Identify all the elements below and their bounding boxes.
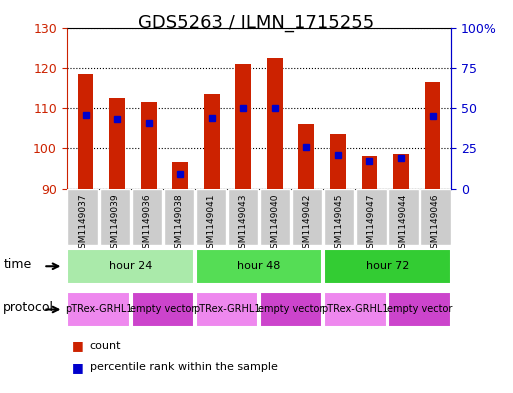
Text: empty vector: empty vector (259, 305, 324, 314)
Bar (299, 124, 314, 189)
FancyBboxPatch shape (356, 189, 387, 245)
Text: GSM1149046: GSM1149046 (431, 193, 440, 254)
FancyBboxPatch shape (260, 189, 290, 245)
Bar (393, 154, 409, 189)
FancyBboxPatch shape (228, 189, 258, 245)
FancyBboxPatch shape (67, 249, 194, 284)
FancyBboxPatch shape (260, 292, 322, 327)
Text: GSM1149047: GSM1149047 (367, 193, 376, 254)
Text: GSM1149042: GSM1149042 (303, 193, 312, 253)
Bar (204, 94, 220, 189)
Bar (267, 58, 283, 189)
Text: hour 48: hour 48 (238, 261, 281, 271)
FancyBboxPatch shape (67, 292, 130, 327)
Text: hour 72: hour 72 (366, 261, 409, 271)
Text: ■: ■ (72, 339, 84, 353)
FancyBboxPatch shape (420, 189, 450, 245)
Text: pTRex-GRHL1: pTRex-GRHL1 (65, 305, 132, 314)
Text: GSM1149038: GSM1149038 (174, 193, 184, 254)
FancyBboxPatch shape (324, 292, 386, 327)
FancyBboxPatch shape (195, 292, 258, 327)
Text: ■: ■ (72, 361, 84, 374)
Bar (109, 98, 125, 189)
FancyBboxPatch shape (100, 189, 130, 245)
Bar (235, 64, 251, 189)
Bar (425, 82, 440, 189)
Text: GSM1149045: GSM1149045 (334, 193, 344, 254)
FancyBboxPatch shape (195, 189, 226, 245)
Bar (330, 134, 346, 189)
Text: percentile rank within the sample: percentile rank within the sample (90, 362, 278, 373)
Text: pTRex-GRHL1: pTRex-GRHL1 (322, 305, 389, 314)
FancyBboxPatch shape (292, 189, 323, 245)
Bar (362, 156, 378, 189)
Text: empty vector: empty vector (387, 305, 452, 314)
FancyBboxPatch shape (324, 189, 354, 245)
Text: GSM1149036: GSM1149036 (142, 193, 151, 254)
Text: hour 24: hour 24 (109, 261, 152, 271)
FancyBboxPatch shape (388, 189, 419, 245)
Text: GSM1149037: GSM1149037 (78, 193, 87, 254)
FancyBboxPatch shape (131, 292, 194, 327)
Text: GDS5263 / ILMN_1715255: GDS5263 / ILMN_1715255 (139, 14, 374, 32)
Bar (78, 74, 93, 189)
Text: empty vector: empty vector (130, 305, 195, 314)
Text: count: count (90, 341, 121, 351)
FancyBboxPatch shape (324, 249, 450, 284)
Text: GSM1149043: GSM1149043 (239, 193, 248, 254)
FancyBboxPatch shape (195, 249, 322, 284)
Text: time: time (3, 258, 32, 271)
Text: GSM1149041: GSM1149041 (206, 193, 215, 254)
Bar (172, 162, 188, 189)
Text: GSM1149044: GSM1149044 (399, 193, 408, 253)
FancyBboxPatch shape (131, 189, 162, 245)
Text: GSM1149039: GSM1149039 (110, 193, 120, 254)
Bar (141, 102, 156, 189)
Text: GSM1149040: GSM1149040 (270, 193, 280, 254)
Text: protocol: protocol (3, 301, 54, 314)
FancyBboxPatch shape (67, 189, 98, 245)
Text: pTRex-GRHL1: pTRex-GRHL1 (193, 305, 261, 314)
FancyBboxPatch shape (164, 189, 194, 245)
FancyBboxPatch shape (388, 292, 450, 327)
